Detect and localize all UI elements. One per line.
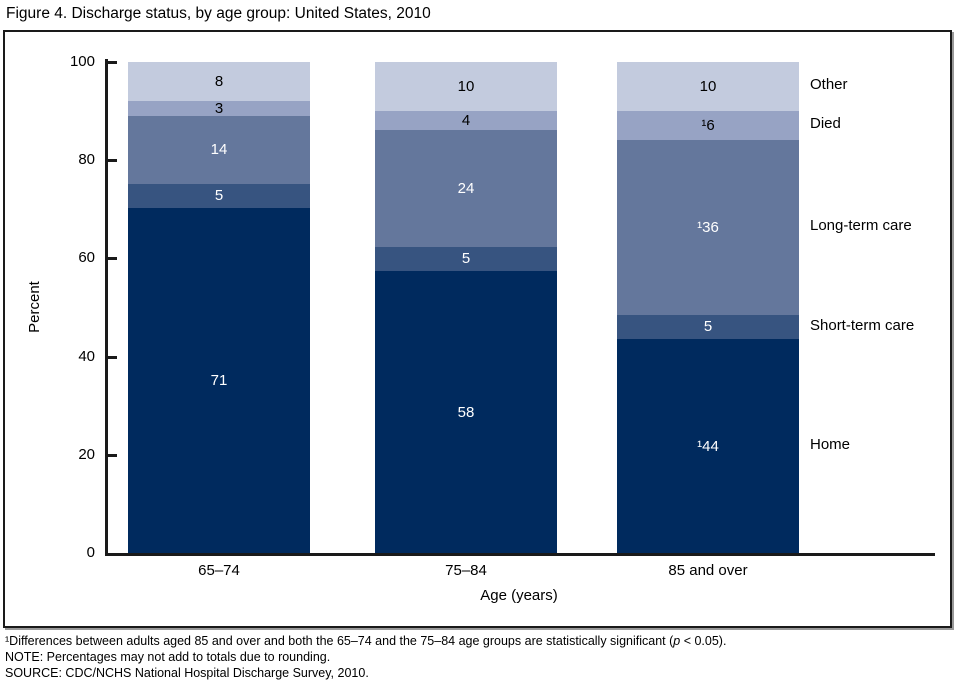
segment-value-label: 3 xyxy=(214,99,224,117)
bar-segment-short-term-care: 5 xyxy=(617,314,799,340)
footnote-note: NOTE: Percentages may not add to totals … xyxy=(5,650,331,664)
chart-frame: Percent Age (years) 0 20 40 60 80 100 71 5 14 3 8 6… xyxy=(3,30,952,628)
bar-segment-died: ¹6 xyxy=(617,110,799,140)
bar-segment-other: 10 xyxy=(617,62,799,111)
bar-segment-long-term-care: 24 xyxy=(375,130,557,247)
y-axis-tick xyxy=(108,257,117,261)
segment-value-label: ¹44 xyxy=(697,437,719,455)
y-axis-tick xyxy=(108,61,117,64)
segment-value-label: 5 xyxy=(461,250,471,268)
category-label-85-and-over: 85 and over xyxy=(668,562,748,579)
footnote-p-symbol: p xyxy=(673,634,681,648)
y-tick-label: 80 xyxy=(78,151,95,169)
y-axis-title: Percent xyxy=(26,281,43,333)
bar-segment-home: 71 xyxy=(128,207,310,553)
legend-label-short-term-care: Short-term care xyxy=(810,316,915,334)
x-axis-title: Age (years) xyxy=(480,587,558,604)
bar-85-and-over: ¹44 5 ¹36 ¹6 10 xyxy=(617,62,799,553)
y-axis-tick xyxy=(108,159,117,163)
segment-value-label: 58 xyxy=(457,403,475,421)
y-tick-label: 20 xyxy=(78,445,95,463)
segment-value-label: ¹6 xyxy=(701,116,715,134)
bar-segment-long-term-care: ¹36 xyxy=(617,139,799,315)
plot-area: Percent Age (years) 0 20 40 60 80 100 71 5 14 3 8 6… xyxy=(5,32,950,626)
bar-segment-home: ¹44 xyxy=(617,339,799,553)
segment-value-label: ¹36 xyxy=(697,218,719,236)
x-axis-line xyxy=(105,553,935,556)
footnotes: ¹Differences between adults aged 85 and … xyxy=(5,633,726,681)
segment-value-label: 10 xyxy=(457,77,475,95)
bar-segment-long-term-care: 14 xyxy=(128,115,310,184)
legend-label-other: Other xyxy=(810,76,848,94)
legend-label-home: Home xyxy=(810,436,851,454)
y-tick-label: 0 xyxy=(86,544,95,561)
legend-label-died: Died xyxy=(810,115,841,133)
y-axis-line xyxy=(105,59,108,556)
y-axis-tick xyxy=(108,355,117,359)
segment-value-label: 5 xyxy=(214,187,224,205)
segment-value-label: 71 xyxy=(210,371,228,389)
segment-value-label: 8 xyxy=(214,72,224,90)
bar-75-84: 58 5 24 4 10 xyxy=(375,62,557,553)
bar-segment-short-term-care: 5 xyxy=(128,183,310,208)
y-tick-label: 100 xyxy=(69,53,95,70)
category-label-75-84: 75–84 xyxy=(445,562,487,579)
footnote-source: SOURCE: CDC/NCHS National Hospital Disch… xyxy=(5,666,369,680)
category-label-65-74: 65–74 xyxy=(198,562,240,579)
bar-segment-short-term-care: 5 xyxy=(375,246,557,272)
bar-segment-home: 58 xyxy=(375,271,557,553)
footnote-significance-post: < 0.05). xyxy=(680,634,727,648)
bar-segment-other: 8 xyxy=(128,62,310,101)
y-axis-tick xyxy=(108,453,117,457)
bar-segment-died: 4 xyxy=(375,110,557,131)
figure-title: Figure 4. Discharge status, by age group… xyxy=(6,5,431,22)
legend-label-long-term-care: Long-term care xyxy=(810,217,912,235)
segment-value-label: 24 xyxy=(457,179,475,197)
y-tick-label: 60 xyxy=(78,249,95,267)
segment-value-label: 5 xyxy=(703,318,713,336)
bar-segment-died: 3 xyxy=(128,99,310,117)
footnote-significance-pre: ¹Differences between adults aged 85 and … xyxy=(5,634,674,648)
footnote-significance: ¹Differences between adults aged 85 and … xyxy=(5,633,726,649)
segment-value-label: 14 xyxy=(210,141,228,159)
bar-segment-other: 10 xyxy=(375,62,557,111)
y-tick-label: 40 xyxy=(78,347,95,365)
bar-65-74: 71 5 14 3 8 xyxy=(128,62,310,553)
segment-value-label: 10 xyxy=(699,77,717,95)
segment-value-label: 4 xyxy=(461,111,471,129)
